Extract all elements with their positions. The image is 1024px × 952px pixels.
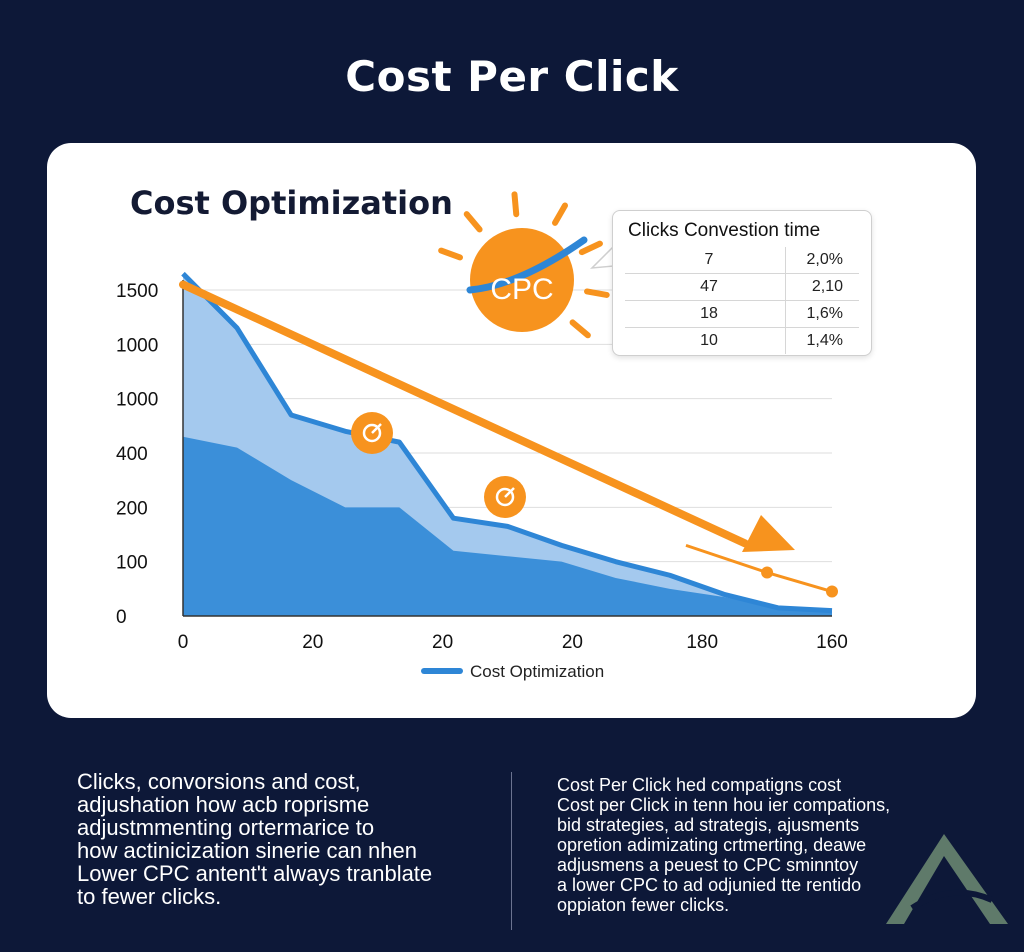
y-tick-label: 100	[116, 553, 148, 574]
tail-trend-line	[685, 543, 833, 593]
table-cell: 47	[625, 273, 786, 301]
footer-line: Lower CPC antent't always tranblate	[77, 861, 433, 886]
chart-title: Cost Optimization	[130, 184, 453, 222]
footer-line: to fewer clicks.	[77, 884, 222, 909]
badge-ray	[583, 288, 610, 298]
table-cell: 10	[625, 327, 786, 354]
badge-ray	[552, 202, 568, 226]
table-title: Clicks Convestion time	[628, 220, 821, 241]
x-tick-label: 160	[816, 632, 848, 653]
y-tick-label: 200	[116, 498, 148, 519]
clicks-table: 7 2,0% 47 2,10 18 1,6% 10 1,4%	[625, 247, 859, 354]
legend-label: Cost Optimization	[470, 662, 604, 681]
table-cell: 1,6%	[785, 300, 859, 328]
footer-line: adjustmmenting ortermarice to	[77, 815, 375, 840]
badge-ray	[463, 211, 483, 233]
x-tick-label: 20	[432, 632, 453, 653]
tail-marker	[826, 585, 838, 598]
target-ring	[495, 487, 515, 507]
table-cell: 2,0%	[785, 247, 859, 274]
target-pointer	[371, 423, 382, 434]
cpc-badge-label: CPC	[490, 273, 553, 306]
series-edge-line	[181, 271, 833, 614]
footer-left-text: Clicks, convorsions and cost, adjushatio…	[77, 770, 497, 908]
footer-line: Cost per Click in tenn hou ier compation…	[557, 795, 891, 815]
footer-line: how actinicization sinerie can nhen	[77, 838, 417, 863]
trend-arrow-head	[742, 515, 795, 552]
table-cell: 7	[625, 247, 786, 274]
mountain-logo-icon	[886, 834, 1008, 924]
table-cell: 1,4%	[806, 332, 843, 349]
y-tick-label: 1000	[116, 335, 158, 356]
footer-line: opretion adimizating crtmerting, deawe	[557, 835, 867, 855]
y-tick-label: 400	[116, 444, 148, 465]
table-row: 10 1,4%	[625, 327, 859, 354]
table-cell: 2,10	[785, 273, 859, 301]
footer-line: oppiaton fewer clicks.	[557, 895, 730, 915]
clicks-table-callout: Clicks Convestion time 7 2,0% 47 2,10 18…	[612, 210, 872, 356]
footer-line: adjusmens a peuest to CPC sminntoy	[557, 855, 859, 875]
x-tick-label: 20	[302, 632, 323, 653]
footer-line: Clicks, convorsions and cost,	[77, 769, 361, 794]
y-tick-label: 1500	[116, 281, 158, 302]
footer-line: a lower CPC to ad odjunied tte rentido	[557, 875, 862, 895]
footer-divider	[511, 772, 512, 930]
y-tick-label: 1000	[116, 390, 158, 411]
y-tick-label: 0	[116, 607, 127, 628]
table-row: 18 1,6%	[625, 300, 859, 328]
x-tick-label: 0	[178, 632, 189, 653]
tail-marker	[761, 566, 774, 579]
callout-pointer	[590, 244, 615, 269]
table-row: 47 2,10	[625, 273, 859, 301]
badge-ray	[438, 247, 463, 261]
series-lower-area	[183, 436, 832, 616]
target-ring	[362, 423, 382, 443]
footer-line: bid strategies, ad strategis, ajusments	[557, 815, 860, 835]
x-tick-label: 180	[686, 632, 718, 653]
table-row: 7 2,0%	[625, 247, 859, 274]
target-pointer	[504, 487, 515, 498]
x-tick-label: 20	[562, 632, 583, 653]
badge-ray	[511, 191, 520, 218]
table-cell: 18	[625, 300, 786, 328]
footer-line: adjushation how acb roprisme	[77, 792, 370, 817]
footer-right-text: Cost Per Click hed compatigns cost Cost …	[557, 775, 957, 915]
page-title: Cost Per Click	[345, 52, 679, 101]
badge-ray	[569, 319, 591, 339]
badge-ray	[578, 240, 603, 256]
footer-line: Cost Per Click hed compatigns cost	[557, 775, 842, 795]
cpc-badge-icon	[470, 228, 574, 332]
badge-swoosh	[466, 236, 588, 294]
trend-arrow-line	[179, 280, 749, 548]
